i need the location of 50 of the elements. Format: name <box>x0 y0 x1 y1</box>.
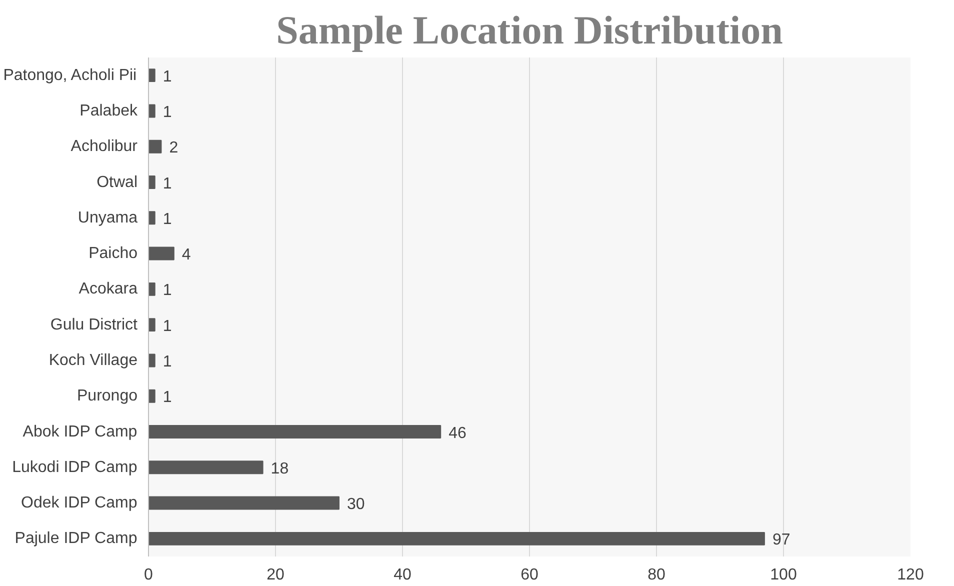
bar <box>148 389 156 403</box>
y-tick-label: Odek IDP Camp <box>21 494 138 512</box>
bar <box>148 68 156 82</box>
x-tick-label: 80 <box>648 566 666 584</box>
y-tick-label: Otwal <box>96 174 138 191</box>
x-tick-label: 60 <box>520 566 538 584</box>
bar <box>148 460 264 474</box>
data-label: 1 <box>162 389 172 406</box>
data-label: 4 <box>182 246 191 264</box>
x-tick-label: 120 <box>897 566 924 584</box>
bar <box>148 176 156 189</box>
y-tick-label: Gulu District <box>50 316 138 334</box>
bar <box>148 354 156 368</box>
bar <box>148 496 340 510</box>
x-tick-label: 40 <box>394 566 412 584</box>
data-label: 1 <box>162 318 172 335</box>
data-label: 1 <box>162 210 172 228</box>
y-tick-label: Patongo, Acholi Pii <box>3 66 137 84</box>
data-label: 30 <box>347 496 365 514</box>
bar <box>148 425 442 438</box>
y-tick-label: Pajule IDP Camp <box>14 530 138 548</box>
bar <box>148 532 765 546</box>
data-label: 97 <box>772 532 790 549</box>
data-label: 1 <box>162 282 172 300</box>
y-tick-label: Palabek <box>80 102 138 120</box>
bar <box>148 140 162 154</box>
data-label: 2 <box>169 140 178 157</box>
y-tick-label: Acholibur <box>70 138 138 156</box>
bar <box>148 246 174 260</box>
bar <box>148 211 156 225</box>
bar <box>148 318 156 332</box>
y-tick-label: Unyama <box>78 209 138 226</box>
y-tick-label: Lukodi IDP Camp <box>12 458 138 476</box>
x-tick-label: 0 <box>144 566 154 584</box>
data-label: 1 <box>162 175 172 192</box>
y-tick-label: Acokara <box>78 280 138 298</box>
bar <box>148 282 156 296</box>
y-tick-label: Paicho <box>88 245 138 262</box>
bar <box>148 104 156 118</box>
y-tick-label: Purongo <box>77 388 138 405</box>
x-tick-label: 20 <box>266 566 284 584</box>
data-label: 1 <box>162 104 172 121</box>
y-tick-label: Abok IDP Camp <box>22 423 138 440</box>
data-label: 18 <box>270 460 289 478</box>
data-label: 1 <box>162 68 172 86</box>
x-tick-label: 100 <box>770 566 797 584</box>
y-tick-label: Koch Village <box>48 352 138 369</box>
data-label: 46 <box>448 424 466 442</box>
chart-title: Sample Location Distribution <box>276 8 783 52</box>
data-label: 1 <box>162 353 172 370</box>
